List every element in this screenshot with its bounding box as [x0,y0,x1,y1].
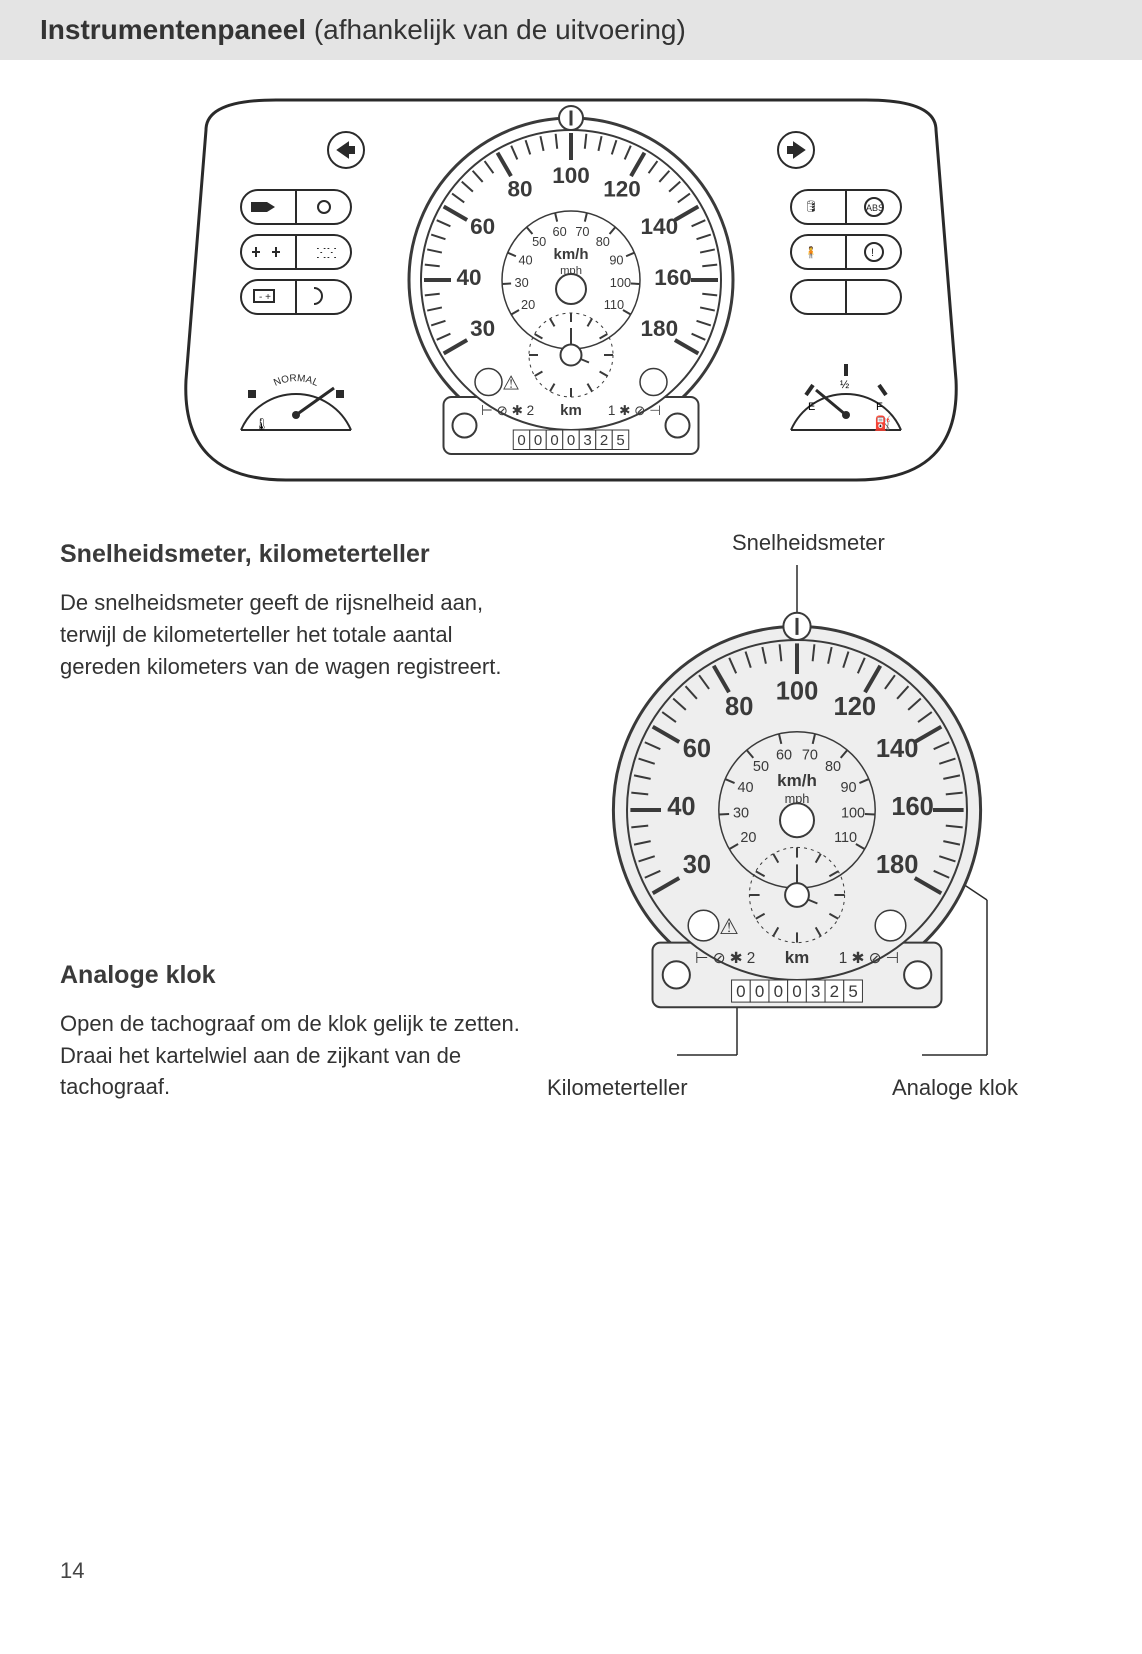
svg-text:0: 0 [792,982,801,1001]
svg-text:30: 30 [683,851,711,879]
svg-text:0: 0 [550,432,558,449]
svg-text:20: 20 [521,297,535,312]
instrument-panel-figure: ⵘⵘ - + NORMAL 🌡 [0,60,1142,510]
svg-text:120: 120 [603,177,641,202]
detail-figure-column: Snelheidsmeter 3040608010012014016018020… [562,530,1082,1131]
svg-text:3: 3 [583,432,591,449]
svg-text:⊢ ⊘ ✱ 2: ⊢ ⊘ ✱ 2 [695,950,755,967]
content-row: Snelheidsmeter, kilometerteller De snelh… [0,510,1142,1131]
text-column: Snelheidsmeter, kilometerteller De snelh… [60,530,522,1131]
svg-text:30: 30 [733,805,749,821]
svg-text:100: 100 [552,163,590,188]
svg-text:90: 90 [840,780,856,796]
svg-text:180: 180 [876,851,919,879]
svg-text:100: 100 [841,805,865,821]
callout-clock: Analoge klok [892,1075,1018,1101]
svg-text:0: 0 [517,432,525,449]
svg-text:30: 30 [514,275,528,290]
svg-text:90: 90 [609,252,623,267]
svg-text:🌡: 🌡 [254,417,269,431]
callout-odo: Kilometerteller [547,1075,688,1101]
svg-text:50: 50 [532,234,546,249]
svg-text:40: 40 [456,265,481,290]
svg-text:70: 70 [802,747,818,763]
svg-text:⚠: ⚠ [502,373,519,395]
fuel-half: ½ [840,379,849,391]
svg-text:km: km [785,948,810,967]
svg-text:70: 70 [575,224,589,239]
svg-text:160: 160 [654,265,692,290]
svg-text:0: 0 [774,982,783,1001]
svg-text:120: 120 [834,693,877,721]
svg-text:🧍: 🧍 [804,246,818,259]
svg-text:40: 40 [667,793,695,821]
svg-text:1 ✱ ⊘ ⊣: 1 ✱ ⊘ ⊣ [839,950,899,967]
fuel-e: E [808,401,815,413]
svg-text:140: 140 [641,214,679,239]
svg-text:180: 180 [641,316,679,341]
svg-text:60: 60 [470,214,495,239]
page-header: Instrumentenpaneel (afhankelijk van de u… [0,0,1142,60]
svg-text:80: 80 [725,693,753,721]
svg-text:110: 110 [604,297,624,312]
svg-text:0: 0 [755,982,764,1001]
svg-text:km: km [560,402,582,419]
callout-speedo: Snelheidsmeter [732,530,885,556]
svg-text:⊢ ⊘ ✱ 2: ⊢ ⊘ ✱ 2 [481,403,534,418]
svg-text:2: 2 [600,432,608,449]
svg-text:km/h: km/h [777,771,817,790]
speedo-heading: Snelheidsmeter, kilometerteller [60,540,522,569]
svg-text:100: 100 [610,275,631,290]
svg-text:ABS: ABS [866,203,884,213]
svg-text:40: 40 [737,780,753,796]
svg-text:0: 0 [534,432,542,449]
svg-text:⛽: ⛽ [874,415,891,432]
svg-text:- +: - + [259,292,271,303]
svg-text:0: 0 [567,432,575,449]
svg-text:110: 110 [834,830,857,846]
clock-body: Open de tachograaf om de klok gelijk te … [60,1008,522,1104]
svg-text:🛢: 🛢 [804,200,818,213]
speedo-detail-svg: 3040608010012014016018020304050607080901… [562,530,1082,1090]
svg-text:160: 160 [891,793,934,821]
fuel-f: F [876,401,883,413]
svg-text:50: 50 [753,759,769,775]
svg-text:60: 60 [683,735,711,763]
svg-text:80: 80 [507,177,532,202]
svg-text:!: ! [871,247,874,259]
svg-text:1 ✱ ⊘ ⊣: 1 ✱ ⊘ ⊣ [608,403,661,418]
svg-text:5: 5 [848,982,857,1001]
svg-text:100: 100 [776,677,819,705]
svg-text:km/h: km/h [553,246,588,263]
svg-text:60: 60 [776,747,792,763]
header-title-light: (afhankelijk van de uitvoering) [306,14,686,45]
svg-text:80: 80 [825,759,841,775]
clock-heading: Analoge klok [60,961,522,990]
svg-text:140: 140 [876,735,919,763]
svg-text:ⵘⵘ: ⵘⵘ [316,245,337,261]
svg-text:80: 80 [596,234,610,249]
svg-text:0: 0 [736,982,745,1001]
svg-text:30: 30 [470,316,495,341]
speedo-body: De snelheidsmeter geeft de rijsnelheid a… [60,587,522,683]
svg-text:40: 40 [518,252,532,267]
svg-text:60: 60 [552,224,566,239]
svg-text:2: 2 [830,982,839,1001]
svg-text:⚠: ⚠ [719,914,739,939]
svg-text:5: 5 [616,432,624,449]
page-number: 14 [60,1558,84,1584]
header-title-bold: Instrumentenpaneel [40,14,306,45]
dashboard-svg: ⵘⵘ - + NORMAL 🌡 [156,80,986,500]
svg-text:20: 20 [740,830,756,846]
svg-text:3: 3 [811,982,820,1001]
